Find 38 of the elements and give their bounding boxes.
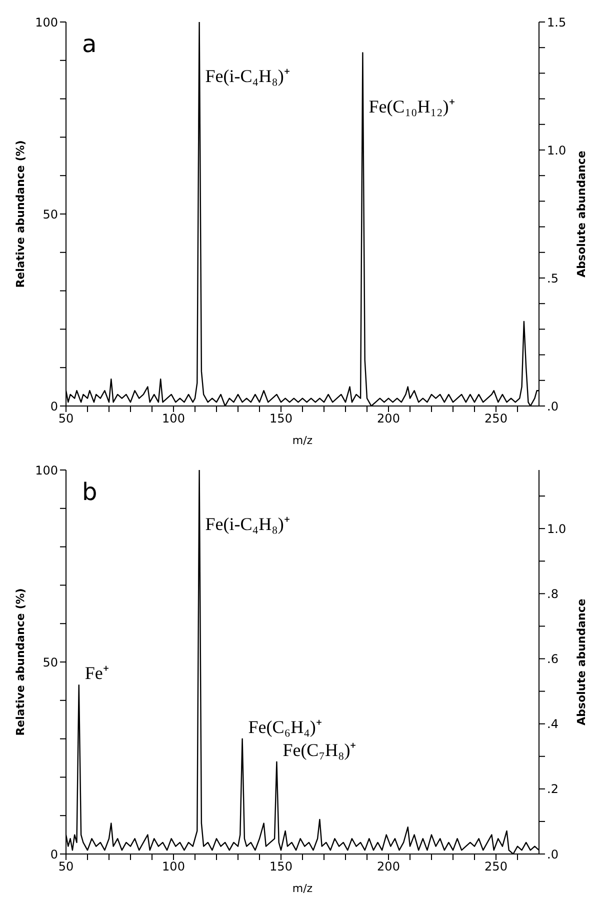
x-tick-label: 100 [162,412,185,426]
y2-tick-label: 1.0 [547,522,566,536]
annotation: b [82,478,98,506]
x-tick-label: 250 [484,860,508,874]
x-tick-label: 150 [270,412,292,426]
annotation: Fe(i-C₄H₈)⁺ [205,66,290,86]
annotation: a [82,30,97,58]
y-tick-label: 100 [35,15,58,30]
y2-tick-label: .4 [547,717,558,732]
x-tick-label: 200 [377,412,400,426]
y2-tick-label: 1.5 [547,15,566,30]
annotation: Fe⁺ [84,663,109,684]
x-tick-label: 250 [484,412,508,426]
x-axis-title: m/z [292,882,313,895]
y2-tick-label: 1.0 [547,143,566,158]
y-tick-label: 50 [42,655,58,670]
annotation: Fe(C₁₀H₁₂)⁺ [368,96,455,117]
x-tick-label: 150 [270,860,292,874]
y2-tick-label: .2 [547,782,558,796]
y2-axis-title: Absolute abundance [574,598,588,726]
annotation: Fe(i-C₄H₈)⁺ [205,514,290,534]
y-tick-label: 0 [50,847,58,862]
y2-tick-label: .6 [547,652,558,666]
y-axis-title: Relative abundance (%) [14,140,27,288]
y2-tick-label: .0 [547,847,558,862]
annotation: Fe(C₇H₈)⁺ [282,740,356,760]
x-axis-title: m/z [292,434,313,447]
y-tick-label: 100 [35,463,58,478]
x-tick-label: 100 [162,860,185,874]
y2-tick-label: .8 [547,586,558,601]
y-axis-title: Relative abundance (%) [14,588,27,736]
x-tick-label: 200 [377,860,400,874]
annotation: Fe(C₆H₄)⁺ [248,716,322,737]
y-tick-label: 0 [50,399,58,414]
y2-tick-label: .5 [547,271,558,286]
y2-axis-title: Absolute abundance [574,150,588,278]
y2-tick-label: .0 [547,399,558,414]
y-tick-label: 50 [42,207,58,222]
